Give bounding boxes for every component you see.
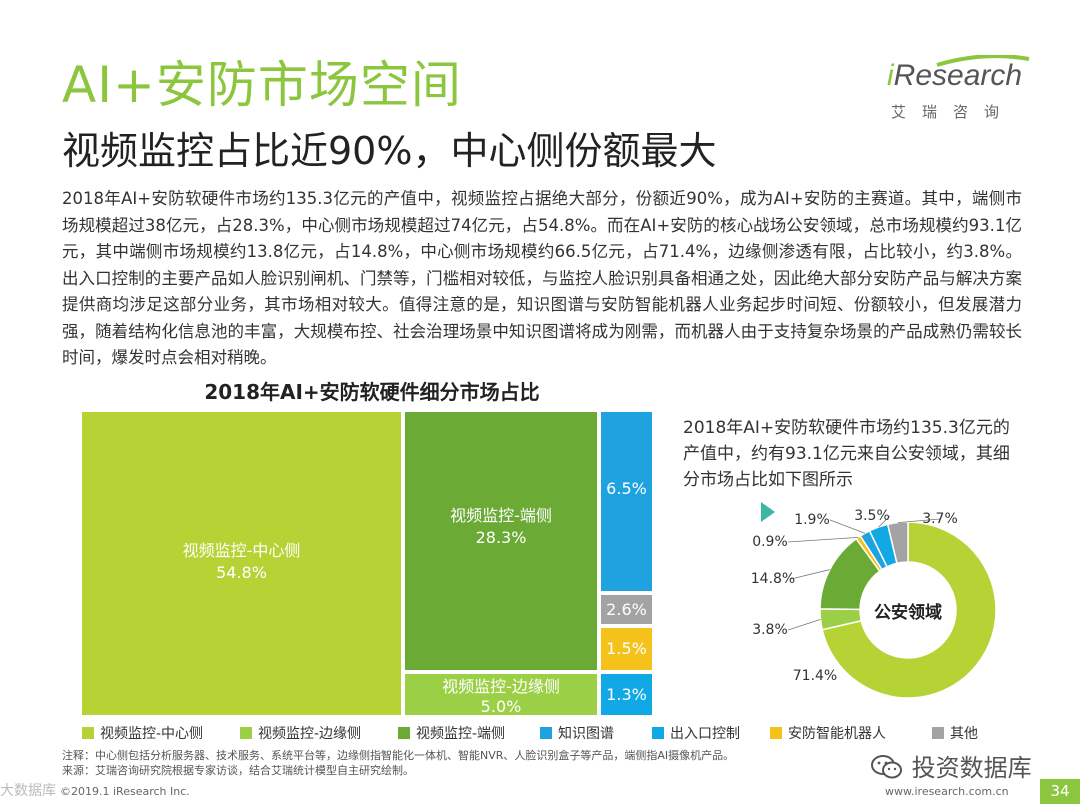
legend-item: 安防智能机器人 [770, 725, 886, 743]
source-note: 来源：艾瑞咨询研究院根据专家访谈，结合艾瑞统计模型自主研究绘制。 [62, 764, 414, 777]
legend-label: 其他 [950, 726, 978, 742]
footnote: 注释：中心侧包括分析服务器、技术服务、系统平台等，边缘侧指智能化一体机、智能NV… [62, 749, 735, 762]
legend-label: 视频监控-边缘侧 [258, 726, 362, 742]
treemap-cell-robot: 1.5% [599, 626, 654, 672]
watermark: 投资数据库 [870, 748, 1032, 783]
legend-item: 视频监控-中心侧 [82, 725, 203, 743]
legend-item: 视频监控-边缘侧 [240, 725, 361, 743]
watermark-text: 投资数据库 [911, 754, 1032, 782]
donut-slice [886, 521, 909, 565]
logo-wordmark: iResearch [887, 59, 1022, 93]
donut-labels: 71.4% 3.8% 14.8% 0.9% 1.9% 3.5% 3.7% [751, 508, 958, 684]
legend-item: 知识图谱 [540, 725, 614, 743]
treemap-label-center-value: 54.8% [216, 563, 267, 582]
legend-label: 安防智能机器人 [788, 726, 886, 742]
legend-swatch [240, 727, 252, 739]
donut-leader-line [829, 519, 866, 534]
treemap-label-access-value: 1.3% [606, 685, 647, 704]
footer-url: www.iresearch.com.cn [885, 785, 1009, 798]
public-security-description: 2018年AI+安防软硬件市场约135.3亿元的产值中，约有93.1亿元来自公安… [683, 418, 1010, 490]
page-title: AI+安防市场空间 [62, 56, 462, 114]
public-security-donut-chart: 公安领域 71.4% 3.8% 14.8% 0.9% 1.9% 3.5% 3.7% [751, 508, 997, 699]
logo-swoosh-icon [936, 55, 1030, 67]
legend-label: 视频监控-中心侧 [100, 726, 204, 742]
donut-slice-label: 3.7% [922, 511, 958, 527]
logo-i: i [887, 59, 894, 92]
intro-paragraph: 2018年AI+安防软硬件市场约135.3亿元的产值中，视频监控占据绝大部分，份… [62, 189, 1022, 367]
iresearch-logo: iResearch 艾瑞咨询 [875, 55, 1035, 125]
treemap-title: 2018年AI+安防软硬件细分市场占比 [204, 380, 540, 404]
donut-slice-label: 3.8% [752, 622, 788, 638]
legend-item: 视频监控-端侧 [398, 725, 505, 743]
treemap-cell-edge: 视频监控-边缘侧 5.0% [403, 672, 599, 717]
page-number: 34 [1040, 779, 1080, 804]
treemap-label-knowledge-graph-value: 6.5% [606, 479, 647, 498]
page-subtitle: 视频监控占比近90%，中心侧份额最大 [62, 129, 717, 173]
legend-swatch [82, 727, 94, 739]
treemap-label-device-name: 视频监控-端侧 [450, 506, 552, 525]
treemap-label-device-value: 28.3% [475, 528, 527, 547]
donut-leader-line [878, 515, 891, 528]
legend-swatch [770, 727, 782, 739]
legend-swatch [398, 727, 410, 739]
logo-chinese: 艾瑞咨询 [891, 103, 1016, 121]
wechat-icon [871, 755, 902, 779]
treemap-label-edge-name: 视频监控-边缘侧 [442, 677, 560, 696]
treemap-cell-access: 1.3% [599, 672, 654, 717]
donut-leader-lines [787, 515, 941, 631]
donut-center-label: 公安领域 [874, 602, 942, 623]
donut-leader-line [787, 619, 821, 631]
donut-slice-label: 71.4% [793, 668, 837, 684]
donut-leader-line [790, 569, 830, 580]
treemap-cell-knowledge-graph: 6.5% [599, 410, 654, 593]
treemap-cell-device: 视频监控-端侧 28.3% [403, 410, 599, 672]
legend-item: 其他 [932, 725, 978, 743]
donut-slice-label: 0.9% [752, 534, 788, 550]
watermark-left: 大数据库 [0, 783, 56, 799]
donut-slices [819, 521, 997, 699]
donut-slice-label: 3.5% [854, 508, 890, 524]
legend-item: 出入口控制 [652, 725, 740, 743]
donut-slice-label: 14.8% [751, 571, 795, 587]
legend: 视频监控-中心侧 视频监控-边缘侧 视频监控-端侧 知识图谱 出入口控制 安防智… [82, 725, 1002, 745]
treemap-label-edge-value: 5.0% [480, 697, 522, 716]
legend-swatch [540, 727, 552, 739]
copyright: ©2019.1 iResearch Inc. [60, 785, 190, 798]
treemap-label-other-value: 2.6% [606, 600, 647, 619]
legend-label: 知识图谱 [558, 726, 614, 742]
arrow-right-icon [685, 502, 775, 522]
donut-slice-label: 1.9% [794, 512, 830, 528]
legend-swatch [652, 727, 664, 739]
logo-research: Research [893, 59, 1023, 92]
legend-label: 出入口控制 [670, 726, 740, 742]
donut-slice [821, 521, 997, 699]
treemap-cell-center: 视频监控-中心侧 54.8% [80, 410, 403, 717]
legend-swatch [932, 727, 944, 739]
treemap-label-center-name: 视频监控-中心侧 [182, 541, 301, 560]
donut-leader-line [787, 536, 859, 543]
treemap-cell-other: 2.6% [599, 593, 654, 626]
donut-leader-line [897, 518, 941, 523]
treemap-label-robot-value: 1.5% [606, 639, 647, 658]
legend-label: 视频监控-端侧 [416, 726, 506, 742]
